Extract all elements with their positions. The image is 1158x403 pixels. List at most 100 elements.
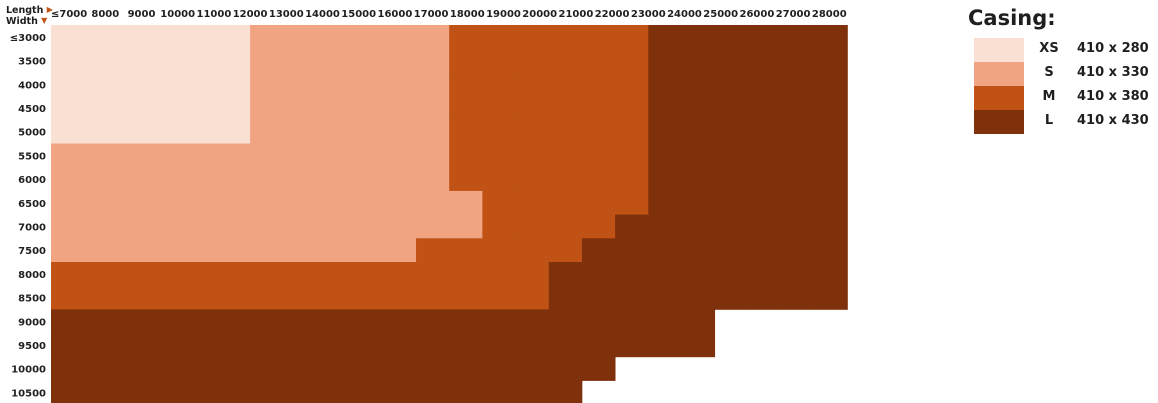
heatmap-cell [781,167,815,192]
heatmap-cell [216,167,251,192]
heatmap-cell [316,96,351,121]
heatmap-cell [117,72,151,97]
heatmap-cell [349,190,384,215]
heatmap-cell [316,333,351,358]
heatmap-cell [581,214,616,239]
x-tick-label: ≤7000 [51,9,87,20]
heatmap-cell [548,48,583,73]
heatmap-cell [781,190,815,215]
y-tick-label: 9500 [18,341,46,352]
heatmap-cell [250,238,284,263]
heatmap-cell [615,214,649,239]
y-tick-label: 8500 [18,294,46,305]
heatmap-cell [416,214,450,239]
heatmap-cell [250,285,284,310]
heatmap-cell [51,262,85,287]
heatmap-cell [283,119,317,144]
heatmap-cell [615,72,649,97]
heatmap-cell [416,333,450,358]
heatmap-cell [416,190,450,215]
heatmap-cell [615,285,649,310]
heatmap-cell [747,238,782,263]
heatmap-cell [781,25,815,50]
x-axis-label: Length [6,5,44,16]
heatmap-cell [482,214,516,239]
heatmap-cell [216,119,251,144]
legend-swatch-s [974,62,1024,86]
heatmap-cell [283,356,317,381]
heatmap-cell [781,262,815,287]
legend-dimensions: 410 x 330 [1077,65,1149,80]
heatmap-cell [648,48,682,73]
heatmap-cell [84,380,118,403]
heatmap-cell [283,143,317,168]
heatmap-cell [382,25,417,50]
x-tick-label: 26000 [740,9,775,20]
heatmap-cell [548,333,583,358]
heatmap-cell [349,238,384,263]
heatmap-cell [349,285,384,310]
heatmap-cell [581,143,616,168]
heatmap-cell [449,380,483,403]
heatmap-cell [250,143,284,168]
right-arrow-icon: ▶ [46,5,53,14]
heatmap-cell [648,25,682,50]
heatmap-cell [416,262,450,287]
heatmap-cell [714,167,749,192]
x-tick-label: 15000 [341,9,376,20]
heatmap-cell [747,167,782,192]
heatmap-cell [681,25,716,50]
heatmap-cell [482,190,516,215]
heatmap-cell [84,333,118,358]
heatmap-cell [714,48,749,73]
heatmap-cell [283,25,317,50]
heatmap-cell [747,96,782,121]
heatmap-cell [615,190,649,215]
heatmap-cell [416,356,450,381]
axis-corner-label: Length ▶ Width ▼ [6,5,53,27]
heatmap-cell [150,238,185,263]
heatmap-cell [250,72,284,97]
heatmap-cell [183,190,218,215]
heatmap-cell [681,167,716,192]
heatmap-cell [183,238,218,263]
heatmap-cell [615,48,649,73]
heatmap-cell [747,72,782,97]
heatmap-cell [615,96,649,121]
heatmap-cell [714,119,749,144]
heatmap-cell [581,309,616,334]
heatmap-cell [648,143,682,168]
heatmap-cell [84,356,118,381]
heatmap-cell [681,190,716,215]
heatmap-cell [84,96,118,121]
heatmap-cell [349,72,384,97]
heatmap-cell [250,167,284,192]
heatmap-cell [216,356,251,381]
heatmap-cell [515,25,550,50]
heatmap-cell [382,238,417,263]
heatmap-cell [648,333,682,358]
legend-code: S [1044,65,1054,80]
heatmap-cell [681,309,716,334]
heatmap-cell [250,262,284,287]
heatmap-cell [216,309,251,334]
y-tick-label: 5000 [18,128,46,139]
heatmap-cell [250,190,284,215]
heatmap-cell [183,143,218,168]
y-axis-label: Width [6,16,38,27]
heatmap-cell [183,96,218,121]
heatmap-cell [382,190,417,215]
legend-title: Casing: [968,6,1056,30]
heatmap-cell [747,190,782,215]
heatmap-cell [250,119,284,144]
x-tick-label: 22000 [595,9,630,20]
heatmap-cell [781,48,815,73]
heatmap-cell [449,309,483,334]
heatmap-cell [681,143,716,168]
heatmap-cell [449,72,483,97]
y-tick-label: 7500 [18,246,46,257]
heatmap-cell [382,380,417,403]
heatmap-cell [714,96,749,121]
heatmap-cell [515,214,550,239]
heatmap-cell [714,262,749,287]
